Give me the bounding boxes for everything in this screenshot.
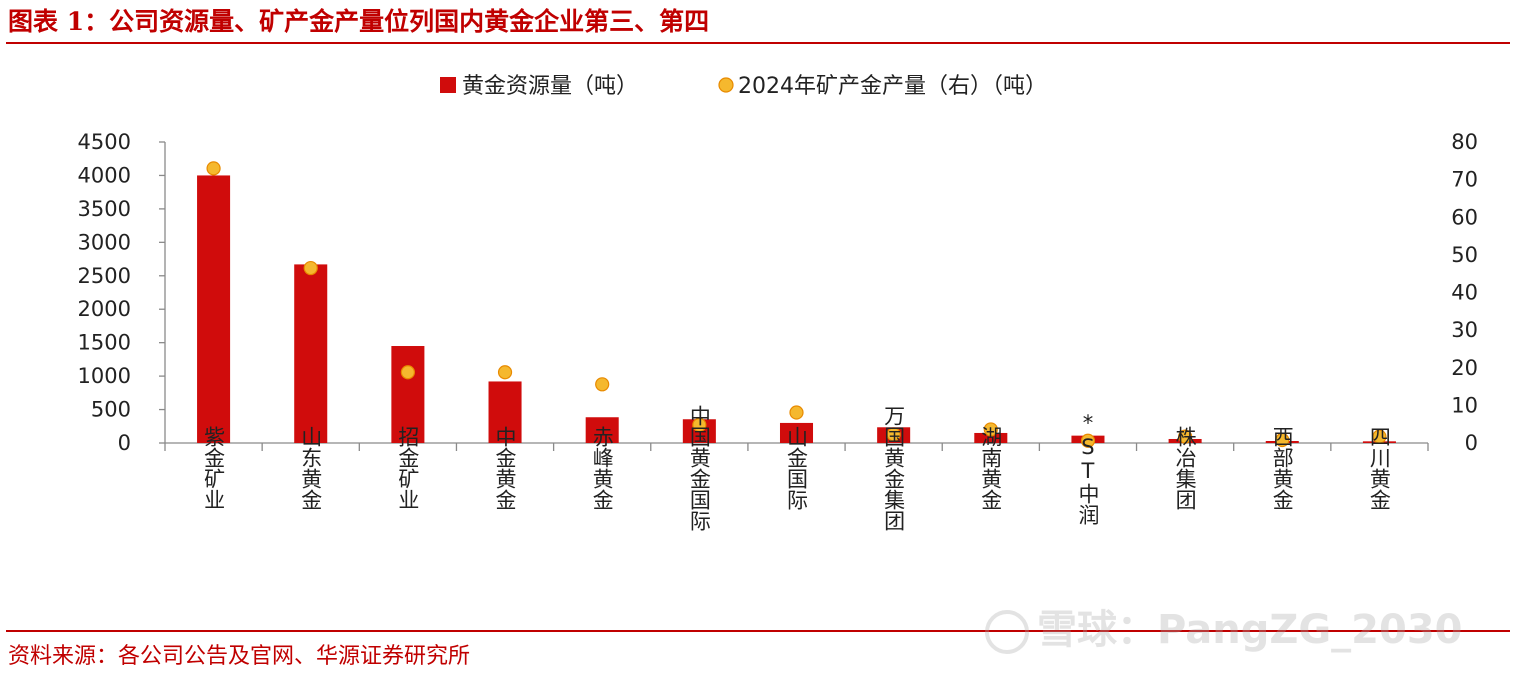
left-tick-label: 500 xyxy=(91,398,131,422)
legend-label-bar: 黄金资源量（吨） xyxy=(462,74,638,99)
resource-bar xyxy=(974,432,1008,443)
watermark: 雪球：PangZG_2030 xyxy=(985,600,1463,660)
source-rule xyxy=(6,630,1510,632)
right-tick-label: 70 xyxy=(1451,168,1478,192)
left-tick-label: 1000 xyxy=(78,364,131,388)
category-labels: 紫金矿业 山东黄金 招金矿业 中金黄金 赤峰黄金 中国黄金国际 山金国际 万国黄金集团 湖南黄金… xyxy=(202,405,1392,531)
category-label: 万国黄金集团 xyxy=(882,405,906,531)
bar-series xyxy=(197,175,1396,443)
legend-swatch-bar xyxy=(440,77,456,93)
left-y-axis: 0 500 1000 1500 2000 2500 3000 3500 4000 4500 xyxy=(78,130,166,455)
left-tick-label: 4000 xyxy=(78,163,131,187)
snowball-logo-icon xyxy=(985,610,1029,654)
production-dot xyxy=(206,161,221,176)
category-label: 西部黄金 xyxy=(1270,426,1294,510)
left-tick-label: 1500 xyxy=(78,331,131,355)
right-tick-label: 30 xyxy=(1451,318,1478,342)
category-label: 四川黄金 xyxy=(1367,426,1391,510)
category-label: 中国黄金国际 xyxy=(687,405,711,531)
resource-bar xyxy=(294,264,328,443)
production-dot xyxy=(886,427,901,442)
right-tick-label: 20 xyxy=(1451,356,1478,380)
category-label: 赤峰黄金 xyxy=(590,426,614,510)
production-dot xyxy=(1275,432,1290,448)
chart: 黄金资源量（吨） 2024年矿产金产量（右）（吨） 050010001500200… xyxy=(78,74,1478,531)
right-tick-label: 80 xyxy=(1451,130,1478,154)
category-label: 中金黄金 xyxy=(493,426,517,510)
category-label: 紫金矿业 xyxy=(202,426,226,510)
legend-swatch-dot xyxy=(718,77,734,93)
right-tick-label: 60 xyxy=(1451,205,1478,229)
source-note: 资料来源：各公司公告及官网、华源证券研究所 xyxy=(8,644,471,669)
left-tick-label: 0 xyxy=(118,431,131,455)
production-dot xyxy=(595,377,610,392)
production-dot xyxy=(400,365,415,380)
category-label: 株冶集团 xyxy=(1173,426,1197,510)
production-dot xyxy=(692,417,707,433)
category-label: 山东黄金 xyxy=(299,426,323,510)
right-y-axis: 0 10 20 30 40 50 60 70 80 xyxy=(1451,130,1478,455)
resource-bar xyxy=(779,422,814,443)
left-tick-label: 4500 xyxy=(78,130,131,154)
right-tick-label: 50 xyxy=(1451,243,1478,267)
production-dot xyxy=(1178,429,1193,444)
production-dot xyxy=(789,405,804,420)
category-label: 招金矿业 xyxy=(396,426,420,510)
dot-series xyxy=(206,161,1387,448)
production-dot xyxy=(1080,433,1096,448)
resource-bar xyxy=(391,346,425,443)
category-label: *ST中润 xyxy=(1076,411,1100,525)
category-label: 湖南黄金 xyxy=(979,426,1003,510)
resource-bar xyxy=(585,417,619,443)
legend: 黄金资源量（吨） 2024年矿产金产量（右）（吨） xyxy=(440,74,1047,99)
watermark-text: 雪球：PangZG_2030 xyxy=(1037,607,1463,653)
right-tick-label: 0 xyxy=(1465,431,1478,455)
figure-title: 图表 1：公司资源量、矿产金产量位列国内黄金企业第三、第四 xyxy=(8,7,710,36)
right-tick-label: 40 xyxy=(1451,281,1478,305)
resource-bar xyxy=(197,175,231,443)
production-dot xyxy=(1372,429,1387,444)
left-tick-label: 2500 xyxy=(78,264,131,288)
production-dot xyxy=(983,422,998,437)
title-rule xyxy=(6,42,1510,44)
right-tick-label: 10 xyxy=(1451,393,1478,417)
left-tick-label: 3500 xyxy=(78,197,131,221)
production-dot xyxy=(497,365,513,380)
left-tick-label: 2000 xyxy=(78,297,131,321)
category-label: 山金国际 xyxy=(785,426,809,510)
left-tick-label: 3000 xyxy=(78,230,131,254)
legend-label-dot: 2024年矿产金产量（右）（吨） xyxy=(738,74,1047,99)
production-dot xyxy=(303,260,318,276)
resource-bar xyxy=(488,381,522,443)
